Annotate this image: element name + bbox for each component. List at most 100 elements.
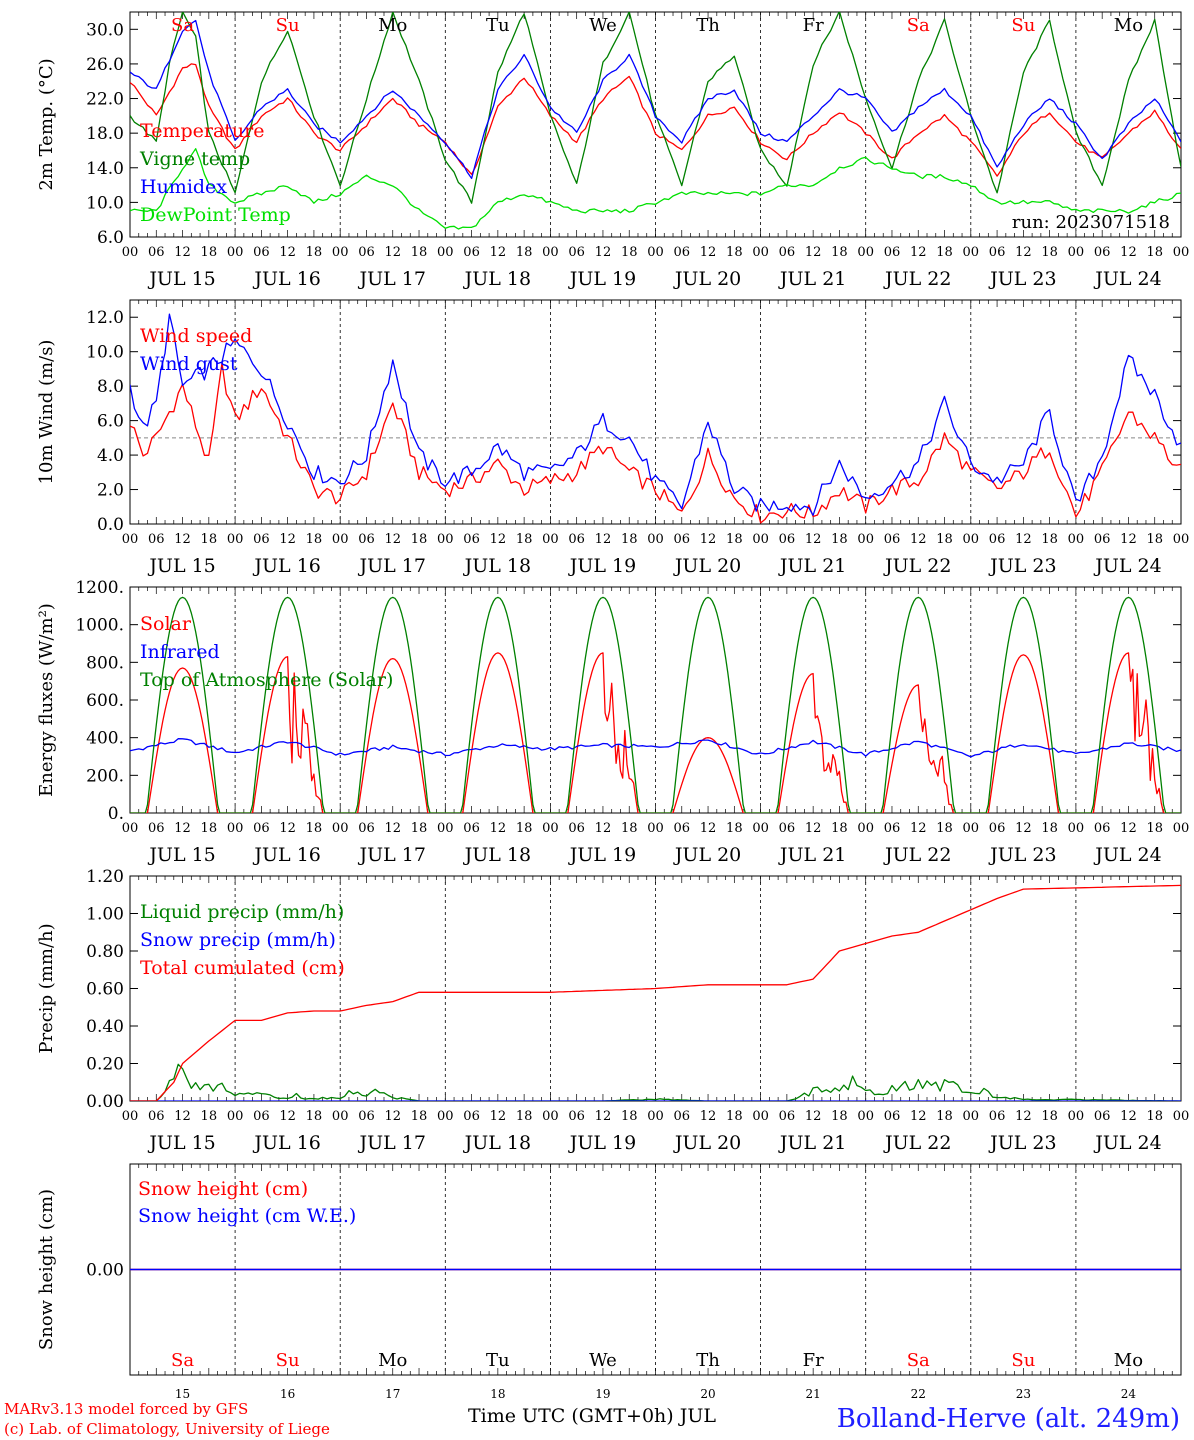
y-tick-label: 4.0	[97, 446, 124, 466]
weekday-label: Su	[276, 1350, 300, 1371]
hour-tick-label: 18	[1146, 1109, 1163, 1124]
y-tick-label: 400.	[86, 729, 124, 749]
hour-tick-label: 18	[831, 821, 848, 836]
hour-tick-label: 18	[621, 821, 638, 836]
date-label: JUL 21	[778, 268, 846, 290]
y-tick-label: 2.0	[97, 481, 124, 501]
hour-tick-label: 00	[752, 1109, 769, 1124]
hour-tick-label: 12	[595, 821, 612, 836]
weekday-label: Sa	[171, 1350, 194, 1371]
weekday-label: Sa	[907, 15, 930, 36]
weekday-label: Tu	[486, 1350, 510, 1371]
hour-tick-label: 06	[674, 1109, 691, 1124]
hour-tick-label: 18	[936, 245, 953, 260]
hour-tick-label: 00	[1068, 821, 1085, 836]
hour-tick-label: 12	[174, 245, 191, 260]
series-line-2	[130, 884, 1181, 1101]
date-label: JUL 24	[1093, 555, 1161, 577]
hour-tick-label: 18	[831, 532, 848, 547]
hour-tick-label: 06	[989, 532, 1006, 547]
legend-entry: Snow precip (mm/h)	[140, 929, 336, 951]
hour-tick-label: 06	[148, 532, 165, 547]
panel-energy: 0. 200. 400. 600. 800. 1000. 1200. Energy fluxe…	[36, 578, 1189, 866]
hour-tick-label: 06	[779, 532, 796, 547]
hour-tick-label: 18	[726, 821, 743, 836]
hour-tick-label: 12	[700, 1109, 717, 1124]
hour-tick-label: 18	[621, 245, 638, 260]
day-number-label: 15	[175, 1387, 190, 1401]
hour-tick-label: 18	[726, 1109, 743, 1124]
weekday-label: We	[589, 15, 617, 36]
legend-entry: Vigne temp	[139, 148, 250, 170]
hour-tick-label: 06	[463, 821, 480, 836]
hour-tick-label: 00	[1173, 532, 1190, 547]
weekday-label: Fr	[803, 15, 824, 36]
series-group	[130, 596, 1181, 813]
hour-tick-label: 06	[568, 821, 585, 836]
date-label: JUL 19	[568, 268, 636, 290]
panel-wind: 0.0 2.0 4.0 6.0 8.0 10.0 12.0 10m Wind (m/s) Win…	[36, 299, 1190, 577]
hour-tick-label: 00	[437, 821, 454, 836]
footer-model-line: MARv3.13 model forced by GFS	[4, 1400, 248, 1418]
weekday-label: Su	[276, 15, 300, 36]
series-line-1	[130, 313, 1181, 516]
date-label: JUL 22	[883, 268, 951, 290]
day-number-label: 16	[280, 1387, 295, 1401]
date-label: JUL 23	[988, 555, 1056, 577]
hour-tick-label: 06	[674, 532, 691, 547]
date-label: JUL 16	[252, 555, 320, 577]
legend-entry: Wind speed	[140, 325, 252, 347]
date-label: JUL 20	[673, 555, 741, 577]
y-axis-label: 10m Wind (m/s)	[36, 340, 57, 485]
weekday-label: Mo	[1114, 15, 1143, 36]
hour-tick-label: 06	[253, 532, 270, 547]
hour-tick-label: 18	[1041, 245, 1058, 260]
hour-tick-label: 18	[306, 532, 323, 547]
hour-tick-label: 06	[568, 245, 585, 260]
y-axis-label: Energy fluxes (W/m²)	[36, 603, 57, 797]
legend-entry: Total cumulated (cm)	[140, 957, 345, 979]
hour-tick-label: 18	[201, 532, 218, 547]
hour-tick-label: 00	[332, 532, 349, 547]
date-label: JUL 19	[568, 555, 636, 577]
hour-tick-label: 06	[884, 245, 901, 260]
hour-tick-label: 00	[857, 821, 874, 836]
date-label: JUL 22	[883, 555, 951, 577]
footer-credit-line: (c) Lab. of Climatology, University of L…	[4, 1420, 330, 1438]
hour-tick-label: 00	[1173, 821, 1190, 836]
hour-tick-label: 00	[1173, 245, 1190, 260]
date-label: JUL 16	[252, 844, 320, 866]
hour-tick-label: 00	[437, 1109, 454, 1124]
hour-tick-label: 12	[595, 245, 612, 260]
hour-tick-label: 06	[779, 1109, 796, 1124]
date-label: JUL 24	[1093, 1132, 1161, 1154]
date-label: JUL 20	[673, 1132, 741, 1154]
hour-tick-label: 06	[674, 245, 691, 260]
y-tick-label: 0.40	[86, 1017, 124, 1037]
hour-tick-label: 06	[148, 1109, 165, 1124]
hour-tick-label: 12	[805, 532, 822, 547]
y-tick-label: 0.20	[86, 1055, 124, 1075]
y-tick-label: 1000.	[75, 616, 124, 636]
hour-tick-label: 00	[1068, 245, 1085, 260]
hour-tick-label: 18	[726, 245, 743, 260]
day-number-label: 17	[385, 1387, 400, 1401]
date-label: JUL 19	[568, 844, 636, 866]
panel-precip: 0.00 0.20 0.40 0.60 0.80 1.00 1.20 Precip (mm/h…	[36, 867, 1189, 1154]
hour-tick-label: 18	[936, 1109, 953, 1124]
hour-tick-label: 12	[1120, 821, 1137, 836]
station-name: Bolland-Herve (alt. 249m)	[837, 1404, 1180, 1434]
hour-tick-label: 12	[279, 821, 296, 836]
legend-entry: Humidex	[140, 176, 227, 198]
day-number-label: 21	[806, 1387, 821, 1401]
y-tick-label: 10.0	[86, 343, 124, 363]
hour-tick-label: 06	[358, 245, 375, 260]
y-tick-label: 18.0	[86, 124, 124, 144]
hour-tick-label: 12	[384, 821, 401, 836]
hour-tick-label: 00	[542, 1109, 559, 1124]
y-tick-label: 0.00	[86, 1261, 124, 1281]
hour-tick-label: 18	[306, 1109, 323, 1124]
weekday-label: Mo	[378, 1350, 407, 1371]
legend-entry: Top of Atmosphere (Solar)	[140, 669, 393, 691]
hour-tick-label: 12	[279, 245, 296, 260]
